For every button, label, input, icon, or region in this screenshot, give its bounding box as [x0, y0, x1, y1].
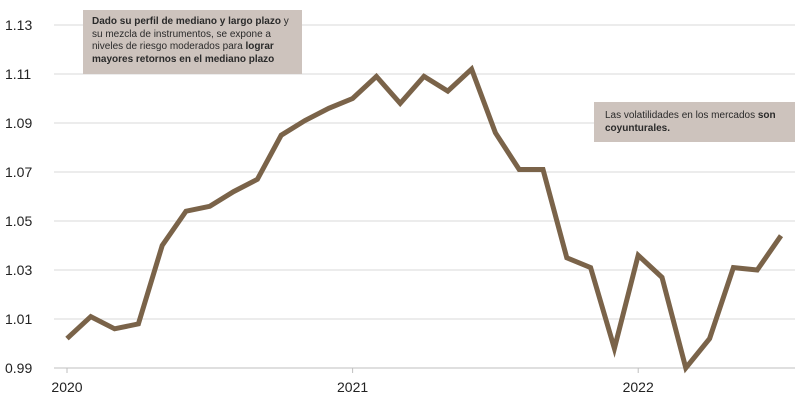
x-tick-label: 2020: [51, 379, 82, 395]
annotation-bold-text: lograr mayores retornos en el mediano pl…: [92, 41, 275, 65]
y-axis-ticks: 0.99 1.01 1.03 1.05 1.07 1.09 1.11 1.13: [5, 17, 32, 376]
x-tick-label: 2021: [337, 379, 368, 395]
y-tick-label: 1.13: [5, 17, 32, 33]
y-tick-label: 1.09: [5, 115, 32, 131]
x-axis-ticks: 2020 2021 2022: [51, 368, 654, 395]
annotation-regular-text: Las volatilidades en los mercados: [605, 110, 758, 121]
x-tick-label: 2022: [623, 379, 654, 395]
y-tick-label: 1.03: [5, 262, 32, 278]
annotation-box-volatility: Las volatilidades en los mercados son co…: [594, 102, 795, 142]
y-tick-label: 0.99: [5, 360, 32, 376]
annotation-regular-text: y su mezcla de instrumentos, se expone a…: [92, 16, 289, 52]
annotation-text: Dado su perfil de mediano y largo plazo …: [92, 16, 289, 65]
annotation-bold-text: Dado su perfil de mediano y largo plazo: [92, 16, 281, 27]
series-layer: [65, 64, 784, 374]
y-tick-label: 1.01: [5, 311, 32, 327]
annotation-bold-text: son coyunturales.: [605, 110, 776, 134]
y-tick-label: 1.07: [5, 164, 32, 180]
annotation-box-strategy: Dado su perfil de mediano y largo plazo …: [83, 10, 302, 74]
annotation-text: Las volatilidades en los mercados son co…: [605, 110, 776, 134]
y-tick-label: 1.11: [5, 66, 31, 82]
y-tick-label: 1.05: [5, 213, 32, 229]
